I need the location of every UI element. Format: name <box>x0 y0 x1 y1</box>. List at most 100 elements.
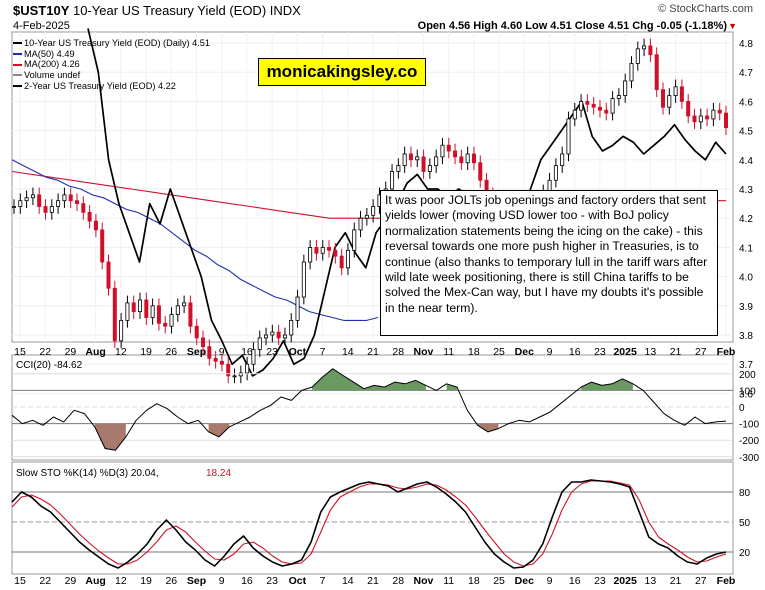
x-axis-tick-bottom: 7 <box>320 575 326 587</box>
price-bar <box>585 101 590 105</box>
x-axis-tick-bottom: 23 <box>266 575 278 587</box>
x-axis-tick-bottom: 29 <box>65 575 77 587</box>
price-bar <box>68 194 73 202</box>
price-axis-tick: 3.8 <box>739 331 753 342</box>
price-bar <box>698 115 703 123</box>
brand-watermark: monicakingsley.co <box>258 58 426 86</box>
price-bar <box>711 109 716 120</box>
sto-label: Slow STO %K(14) %D(3) 20.04, <box>16 468 159 479</box>
two-year-line <box>87 28 727 377</box>
price-axis-tick: 4.5 <box>739 127 753 138</box>
price-bar <box>182 302 187 307</box>
x-axis-tick: 11 <box>443 346 454 358</box>
price-bar <box>427 165 432 172</box>
x-axis-tick: Aug <box>85 346 105 358</box>
price-bar <box>24 197 29 202</box>
x-axis-tick-bottom: 27 <box>695 575 707 587</box>
x-axis-tick: 19 <box>140 346 152 358</box>
legend-item-ma200: MA(200) 4.26 <box>13 59 210 70</box>
ma50-line <box>11 159 379 321</box>
ticker-symbol[interactable]: $UST10Y <box>13 3 70 18</box>
x-axis-tick: 21 <box>670 346 682 358</box>
cci-overbought-fill <box>446 383 457 391</box>
price-bar <box>635 48 640 64</box>
copyright[interactable]: © StockCharts.com <box>658 3 753 15</box>
price-bar <box>251 349 256 365</box>
x-axis-tick: 16 <box>569 346 581 358</box>
price-bar <box>471 153 476 164</box>
x-axis-tick-bottom: 21 <box>367 575 379 587</box>
x-axis-tick-bottom: 9 <box>547 575 553 587</box>
price-bar <box>333 249 338 257</box>
x-axis-tick: 25 <box>493 346 505 358</box>
price-bar <box>679 86 684 102</box>
price-bar <box>604 109 609 114</box>
legend-item-price: 10-Year US Treasury Yield (EOD) (Daily) … <box>13 38 210 49</box>
price-bar <box>320 246 325 254</box>
price-bar <box>648 45 653 56</box>
x-axis-tick: 21 <box>367 346 379 358</box>
price-axis-tick: 4.4 <box>739 156 753 167</box>
price-bar <box>629 63 634 82</box>
x-axis-tick-bottom: Feb <box>717 575 736 587</box>
price-bar <box>579 101 584 111</box>
cci-line <box>11 368 727 451</box>
price-bar <box>667 95 672 108</box>
cci-axis-tick: 200 <box>739 370 756 381</box>
price-bar <box>705 115 710 120</box>
price-bar <box>572 109 577 120</box>
x-axis-tick: 9 <box>219 346 225 358</box>
x-axis-tick: 23 <box>594 346 606 358</box>
x-axis-tick-bottom: 2025 <box>613 575 637 587</box>
price-bar <box>371 206 376 216</box>
price-bar <box>282 334 287 339</box>
x-axis-tick: 7 <box>320 346 326 358</box>
price-bar <box>30 194 35 199</box>
price-bar <box>724 112 729 129</box>
price-bar <box>289 319 294 336</box>
x-axis-tick-bottom: 14 <box>342 575 354 587</box>
price-bar <box>314 246 319 254</box>
price-bar <box>213 357 218 362</box>
cci-axis-tick: -200 <box>739 436 759 447</box>
ticker-name: 10-Year US Treasury Yield (EOD) <box>73 3 267 18</box>
x-axis-tick: 28 <box>392 346 404 358</box>
price-bar <box>478 162 483 181</box>
price-bar <box>238 372 243 377</box>
x-axis-tick-bottom: 18 <box>468 575 480 587</box>
x-axis-tick-bottom: 26 <box>165 575 177 587</box>
price-bar <box>232 375 237 378</box>
price-bar <box>390 171 395 190</box>
price-bar <box>207 346 212 359</box>
price-bar <box>257 337 262 351</box>
price-bar <box>125 302 130 321</box>
x-axis-tick-bottom: Nov <box>414 575 434 587</box>
x-axis-tick-bottom: Aug <box>85 575 105 587</box>
price-bar <box>352 229 357 251</box>
price-bar <box>81 203 86 213</box>
legend-item-ma50: MA(50) 4.49 <box>13 49 210 60</box>
price-bar <box>446 144 451 152</box>
price-bar <box>37 194 42 207</box>
price-bar <box>453 150 458 158</box>
annotation-textbox: It was poor JOLTs job openings and facto… <box>380 190 718 336</box>
price-bar <box>295 296 300 321</box>
price-bar <box>201 337 206 348</box>
price-bar <box>62 194 67 202</box>
price-bar <box>156 305 161 324</box>
price-bar <box>301 261 306 298</box>
legend-swatch-ma200 <box>13 63 22 66</box>
price-bar <box>421 156 426 172</box>
price-axis-tick: 3.7 <box>739 360 753 371</box>
price-bar <box>402 153 407 167</box>
x-axis-tick: Sep <box>187 346 206 358</box>
sto-d-line <box>11 480 727 567</box>
price-bar <box>465 153 470 164</box>
price-bar <box>610 98 615 114</box>
legend-swatch-price <box>13 42 22 45</box>
price-bar <box>616 95 621 99</box>
price-bar <box>364 214 369 219</box>
x-axis-tick: 26 <box>165 346 177 358</box>
cci-overbought-fill <box>581 378 633 391</box>
legend-item-volume: Volume undef <box>13 70 210 81</box>
